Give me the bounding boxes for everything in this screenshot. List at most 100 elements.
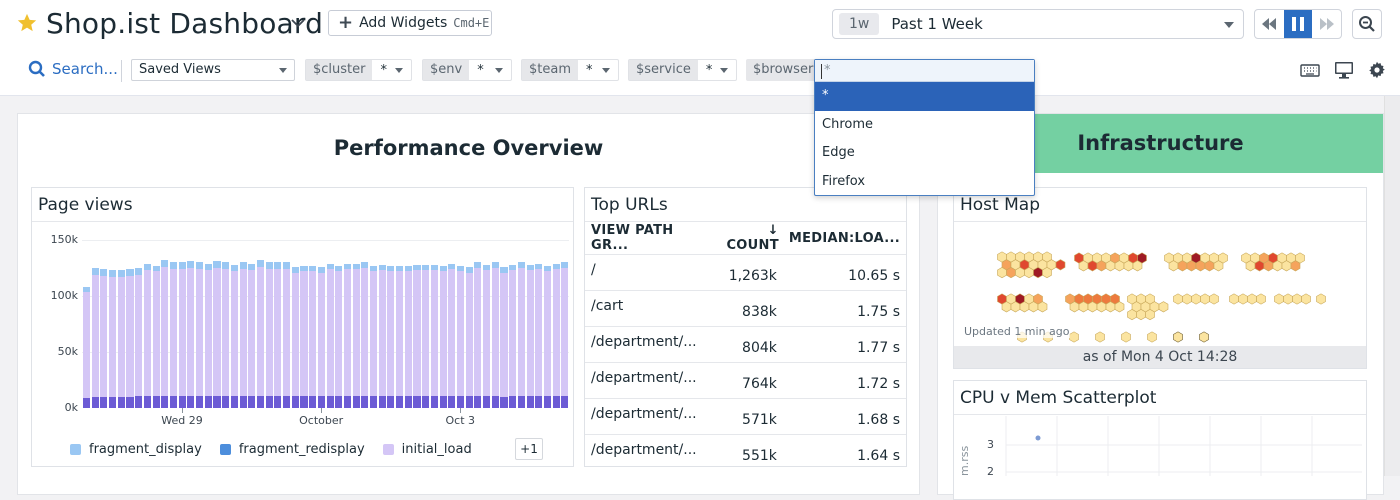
top-urls-widget[interactable]: Top URLs VIEW PATH GR... ↓ COUNT MEDIAN:… [584,187,907,467]
host-hexagon[interactable] [1114,301,1125,313]
host-hexagon[interactable] [1272,260,1283,272]
table-row[interactable]: /department/... 764k 1.72 s [585,362,906,399]
timeframe-selector[interactable]: 1w Past 1 Week [832,9,1244,39]
host-map[interactable]: Updated 1 min ago [954,223,1367,348]
host-hexagon[interactable] [1290,260,1301,272]
table-row[interactable]: /department/... 571k 1.68 s [585,398,906,435]
dropdown-option-all[interactable]: * [815,82,1034,111]
legend-item-fragment-display[interactable]: fragment_display [70,442,202,457]
host-hexagon[interactable] [1263,260,1274,272]
host-hexagon[interactable] [1177,260,1188,272]
template-var-value[interactable]: * [469,60,511,80]
bar[interactable] [196,262,204,408]
template-var-service[interactable]: $service * [628,59,737,81]
table-row[interactable]: /department/... 804k 1.77 s [585,326,906,363]
host-hexagon[interactable] [1096,260,1107,272]
bar[interactable] [274,262,282,408]
host-hexagon[interactable] [1301,293,1311,305]
bar[interactable] [230,264,238,408]
host-hexagon[interactable] [1191,293,1201,305]
host-hexagon[interactable] [1204,260,1215,272]
template-var-cluster[interactable]: $cluster * [305,59,412,81]
bar[interactable] [126,269,134,408]
host-hexagon[interactable] [1200,293,1210,305]
host-hexagon[interactable] [1114,260,1125,272]
bar[interactable] [500,266,508,408]
zoom-out-button[interactable] [1352,9,1382,39]
template-var-value[interactable]: * [578,60,618,80]
bar[interactable] [509,264,517,408]
legend-item-initial-load[interactable]: initial_load [382,442,472,457]
host-hexagon[interactable] [1087,260,1098,272]
host-hexagon[interactable] [1209,293,1219,305]
host-hexagon[interactable] [1245,260,1256,272]
host-hexagon[interactable] [1127,309,1137,321]
table-row[interactable]: /department/... 551k 1.64 s [585,434,906,466]
bar[interactable] [543,265,551,408]
bar[interactable] [387,265,395,408]
bar[interactable] [396,265,404,408]
template-var-value[interactable]: * [698,60,736,80]
cpu-mem-scatterplot-widget[interactable]: CPU v Mem Scatterplot 3 2 m.rss [953,380,1367,500]
bar[interactable] [526,264,534,408]
bar[interactable] [352,263,360,408]
bar[interactable] [343,263,351,408]
host-hexagon[interactable] [1281,260,1292,272]
bar[interactable] [91,268,99,408]
bar[interactable] [491,262,499,408]
bar[interactable] [204,263,212,408]
host-hexagon[interactable] [1254,260,1265,272]
bar[interactable] [326,263,334,408]
bar[interactable] [239,262,247,408]
bar[interactable] [169,262,178,408]
bar[interactable] [248,263,256,408]
host-hexagon[interactable] [1105,260,1116,272]
bar[interactable] [135,268,143,408]
bar[interactable] [465,266,473,408]
table-row[interactable]: /cart 838k 1.75 s [585,290,906,327]
bar[interactable] [561,262,569,408]
host-hexagon[interactable] [1158,301,1169,313]
gear-icon[interactable] [1368,61,1386,79]
keyboard-icon[interactable] [1300,63,1320,77]
host-map-widget[interactable]: Host Map Updated 1 min ago as of Mon 4 O… [953,187,1367,369]
host-hexagon[interactable] [1010,301,1021,313]
host-hexagon[interactable] [1136,309,1146,321]
bar[interactable] [369,265,378,408]
dropdown-option-edge[interactable]: Edge [822,145,855,160]
bar[interactable] [83,287,91,408]
bar[interactable] [222,262,230,408]
bar[interactable] [483,264,491,408]
host-hexagon[interactable] [1283,293,1293,305]
host-hexagon[interactable] [1182,293,1192,305]
host-hexagon[interactable] [1238,293,1248,305]
rewind-button[interactable] [1255,10,1284,38]
host-hexagon[interactable] [1033,267,1043,279]
column-header-median-load[interactable]: MEDIAN:LOA... [782,223,906,255]
bar[interactable] [378,264,386,408]
legend-item-fragment-redisplay[interactable]: fragment_redisplay [219,442,365,457]
host-hexagon[interactable] [1274,293,1284,305]
host-hexagon[interactable] [1186,260,1197,272]
monitor-icon[interactable] [1334,61,1354,79]
host-hexagon[interactable] [1145,309,1155,321]
bar[interactable] [456,265,465,408]
host-hexagon[interactable] [1024,267,1034,279]
chevron-down-icon[interactable] [289,14,307,32]
bar[interactable] [309,265,317,408]
host-hexagon[interactable] [1105,301,1116,313]
star-icon[interactable] [16,12,38,34]
bar[interactable] [187,261,195,408]
host-hexagon[interactable] [1001,301,1012,313]
host-hexagon[interactable] [1096,301,1107,313]
bar[interactable] [439,265,447,408]
column-header-view-path[interactable]: VIEW PATH GR... [585,223,705,255]
host-hexagon[interactable] [1078,260,1089,272]
bar[interactable] [265,262,273,408]
dashboard-title[interactable]: Shop.ist Dashboard [46,7,324,40]
host-hexagon[interactable] [1147,331,1157,343]
bar[interactable] [300,265,308,408]
template-var-team[interactable]: $team * [521,59,619,81]
host-hexagon[interactable] [1042,267,1052,279]
bar[interactable] [474,262,482,408]
